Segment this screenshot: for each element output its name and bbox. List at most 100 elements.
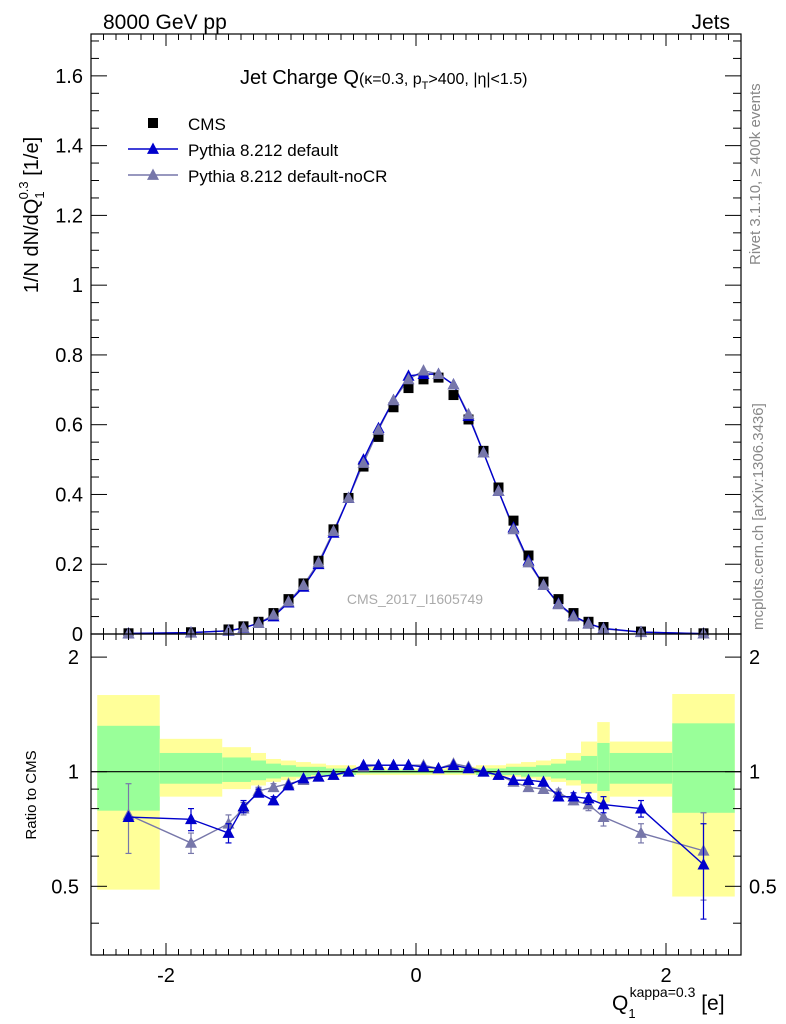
ratio-y-axis-label: Ratio to CMS: [23, 750, 40, 839]
legend-label: CMS: [188, 115, 226, 134]
ratio-point-default: [372, 758, 385, 771]
ratio-point-default: [342, 765, 355, 777]
noCR-point: [297, 578, 310, 591]
noCR-point: [267, 608, 280, 620]
ratio-point-noCR: [635, 826, 647, 838]
ratio-point-default: [267, 794, 280, 806]
ratio-point-default: [185, 812, 197, 825]
svg-text:1/N dN/dQ10.3 [1/e]: 1/N dN/dQ10.3 [1/e]: [16, 137, 47, 293]
legend-marker-triangle: [147, 142, 159, 154]
noCR-point: [282, 595, 295, 607]
noCR-point: [432, 367, 445, 379]
cms-point: [403, 383, 414, 394]
ratio-point-default: [282, 779, 295, 791]
noCR-point: [492, 484, 505, 496]
main-y-tick-label: 0.2: [55, 554, 83, 576]
main-y-tick-label: 0: [72, 624, 83, 646]
ratio-point-default: [507, 773, 520, 786]
ratio-point-default: [402, 758, 415, 771]
ratio-point-noCR: [185, 836, 197, 848]
ratio-point-default: [312, 770, 325, 782]
cms-point: [508, 515, 519, 526]
ratio-point-default: [552, 790, 565, 802]
band-green-24: [566, 760, 581, 781]
noCR-point: [417, 364, 430, 376]
ratio-y-tick-label-right: 0.5: [749, 876, 777, 898]
ratio-point-default: [222, 826, 235, 838]
main-y-tick-label: 1.2: [55, 205, 83, 227]
analysis-watermark: CMS_2017_I1605749: [347, 591, 483, 607]
ratio-point-default: [237, 800, 250, 812]
noCR-point: [312, 556, 325, 568]
header-process: Jets: [691, 11, 730, 34]
legend-marker-triangle: [147, 168, 159, 180]
ratio-point-default: [417, 760, 430, 772]
noCR-point: [357, 456, 370, 468]
noCR-point: [582, 617, 595, 629]
noCR-point: [327, 524, 340, 536]
ratio-point-noCR: [597, 810, 610, 822]
ratio-panel: -2 0 20.5 0.51 12 2: [51, 34, 777, 987]
noCR-point: [567, 610, 580, 622]
ratio-y-tick-label-left: 1: [68, 762, 79, 784]
noCR-point: [402, 372, 415, 385]
noCR-point: [252, 616, 265, 629]
ratio-point-default: [432, 761, 445, 774]
x-tick-label: -2: [157, 965, 175, 987]
ratio-point-noCR: [222, 817, 235, 829]
legend-label: Pythia 8.212 default: [188, 141, 339, 160]
ratio-point-default: [697, 858, 710, 870]
band-green-26: [597, 742, 610, 791]
x-tick-label: 2: [660, 965, 671, 987]
noCR-point: [552, 597, 565, 610]
noCR-point: [507, 522, 520, 535]
band-green-23: [551, 763, 566, 779]
main-y-tick-label: 1: [72, 275, 83, 297]
band-green-27: [609, 752, 673, 784]
ratio-point-default: [522, 773, 535, 786]
noCR-point: [477, 446, 490, 458]
svg-text:Q1kappa=0.3 [e]: Q1kappa=0.3 [e]: [612, 984, 725, 1021]
band-green-2: [222, 757, 251, 782]
band-green-3: [251, 760, 266, 781]
noCR-point: [447, 378, 460, 390]
cms-point: [388, 402, 399, 413]
noCR-point: [537, 578, 550, 591]
band-green-22: [536, 765, 551, 777]
main-y-tick-label: 1.4: [55, 136, 83, 158]
main-y-tick-label: 0.6: [55, 415, 83, 437]
cms-point: [373, 431, 384, 442]
legend-marker-cms: [148, 118, 158, 128]
ratio-point-default: [537, 775, 550, 787]
main-y-tick-label: 0.4: [55, 484, 83, 506]
band-green-5: [281, 765, 296, 777]
band-green-25: [581, 755, 598, 784]
chart-title: Jet Charge Q(κ=0.3, pT>400, |η|<1.5): [240, 67, 527, 92]
band-green-20: [506, 766, 521, 776]
rivet-version-label: Rivet 3.1.10, ≥ 400k events: [747, 83, 764, 265]
ratio-point-noCR: [537, 782, 550, 794]
main-y-tick-label: 0.8: [55, 345, 83, 367]
legend-label: Pythia 8.212 default-noCR: [188, 167, 387, 186]
ratio-point-default: [635, 802, 647, 814]
noCR-point: [372, 423, 385, 435]
ratio-y-tick-label-right: 2: [749, 647, 760, 669]
ratio-point-default: [492, 768, 505, 780]
ratio-point-default: [477, 765, 490, 777]
ratio-point-default: [462, 761, 475, 774]
ratio-point-default: [447, 758, 460, 771]
ratio-point-default: [122, 810, 135, 822]
ratio-point-default: [327, 768, 340, 780]
band-green-1: [159, 752, 223, 784]
band-green-4: [266, 763, 281, 779]
ratio-point-default: [357, 758, 370, 771]
noCR-point: [522, 556, 535, 568]
main-y-axis-label: 1/N dN/dQ10.3 [1/e]: [16, 137, 47, 293]
legend: CMS Pythia 8.212 default Pythia 8.212 defa…: [128, 115, 387, 186]
ratio-point-noCR: [267, 780, 280, 793]
ratio-point-default: [297, 771, 310, 784]
noCR-point: [597, 622, 610, 634]
main-panel: 0 0.2 0.4 0.6 0.8 1 1.2 1.4 1.6: [55, 33, 742, 646]
ratio-point-default: [582, 792, 595, 804]
